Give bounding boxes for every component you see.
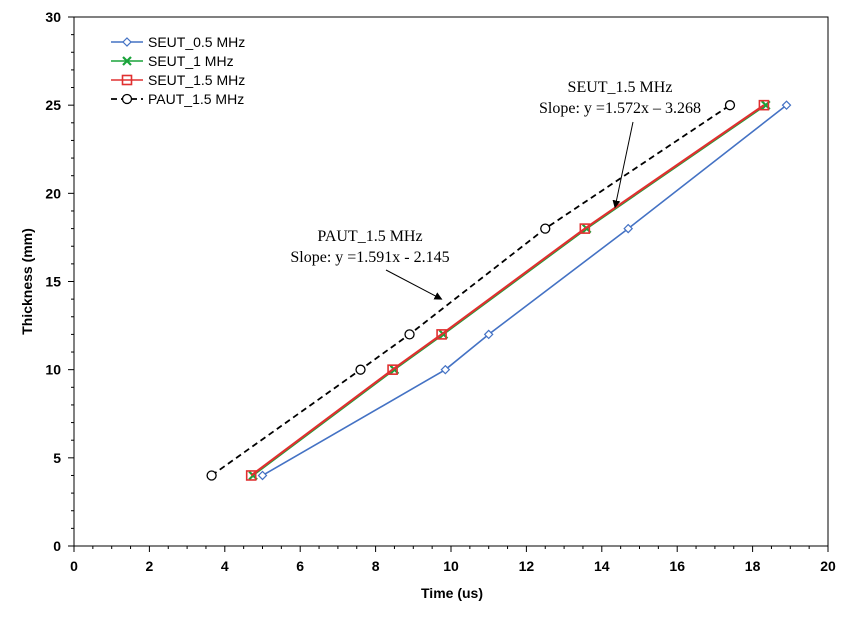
- data-point: [540, 223, 551, 234]
- y-tick-label: 20: [45, 185, 61, 201]
- x-tick-label: 6: [296, 558, 304, 574]
- y-tick-label: 5: [53, 450, 61, 466]
- series-seut-0-5-mhz: [257, 100, 792, 481]
- x-tick-label: 20: [820, 558, 836, 574]
- x-tick-label: 18: [745, 558, 761, 574]
- legend-swatch-marker: [122, 56, 132, 66]
- legend-item-seut-0-5-mhz: SEUT_0.5 MHz: [111, 34, 245, 50]
- x-tick-label: 0: [70, 558, 78, 574]
- x-tick-label: 12: [519, 558, 535, 574]
- x-axis-title: Time (us): [421, 585, 483, 601]
- legend-label: SEUT_0.5 MHz: [148, 34, 245, 50]
- annotation-title: PAUT_1.5 MHz: [317, 228, 422, 245]
- legend-swatch-marker: [121, 74, 133, 86]
- y-tick-label: 30: [45, 9, 61, 25]
- x-tick-label: 14: [594, 558, 610, 574]
- x-tick-label: 16: [669, 558, 685, 574]
- data-point: [257, 470, 268, 481]
- annotation-slope: Slope: y =1.591x - 2.145: [290, 249, 449, 266]
- data-point: [781, 100, 792, 111]
- data-point: [206, 470, 217, 481]
- y-axis-title: Thickness (mm): [19, 228, 35, 335]
- legend-item-seut-1-5-mhz: SEUT_1.5 MHz: [111, 72, 245, 88]
- y-tick-label: 15: [45, 274, 61, 290]
- x-tick-label: 2: [146, 558, 154, 574]
- data-point: [404, 329, 415, 340]
- data-point: [245, 470, 257, 481]
- legend-label: SEUT_1 MHz: [148, 53, 234, 69]
- legend-item-seut-1-mhz: SEUT_1 MHz: [111, 53, 234, 69]
- legend-label: PAUT_1.5 MHz: [148, 91, 244, 107]
- data-point: [623, 223, 634, 234]
- x-tick-label: 8: [372, 558, 380, 574]
- annotation-arrow: [385, 269, 443, 300]
- legend-swatch-marker: [121, 93, 133, 105]
- legend: SEUT_0.5 MHz SEUT_1 MHz SEUT_1.5 MHz PAUT_1…: [111, 34, 245, 107]
- y-tick-label: 10: [45, 362, 61, 378]
- data-point: [436, 329, 447, 340]
- annotation-paut: PAUT_1.5 MHz Slope: y =1.591x - 2.145: [290, 228, 450, 300]
- data-point: [483, 329, 494, 340]
- legend-label: SEUT_1.5 MHz: [148, 72, 245, 88]
- series-seut-1-5-mhz: [245, 99, 770, 481]
- series-line: [250, 104, 765, 477]
- legend-swatch-marker: [122, 37, 132, 47]
- y-tick-label: 25: [45, 97, 61, 113]
- annotation-seut: SEUT_1.5 MHz Slope: y =1.572x – 3.268: [539, 79, 701, 209]
- axes: 0 2 4 6 8 10 12 14 16 18 20 0 5 10 15 20 25 30: [45, 9, 836, 574]
- legend-item-paut-1-5-mhz: PAUT_1.5 MHz: [111, 91, 244, 107]
- data-point: [355, 364, 366, 375]
- data-point: [579, 223, 591, 234]
- y-tick-label: 0: [53, 538, 61, 554]
- data-point: [724, 100, 736, 111]
- x-tick-label: 10: [443, 558, 459, 574]
- data-point: [440, 364, 451, 375]
- annotation-title: SEUT_1.5 MHz: [568, 79, 673, 96]
- annotations: PAUT_1.5 MHz Slope: y =1.591x - 2.145 SEUT…: [290, 79, 701, 300]
- data-point: [387, 364, 398, 375]
- x-tick-label: 4: [221, 558, 229, 574]
- annotation-arrow: [612, 121, 634, 209]
- annotation-slope: Slope: y =1.572x – 3.268: [539, 100, 701, 117]
- data-point: [758, 99, 770, 111]
- series-paut-1-5-mhz: [206, 100, 736, 481]
- series-layer: [206, 99, 792, 481]
